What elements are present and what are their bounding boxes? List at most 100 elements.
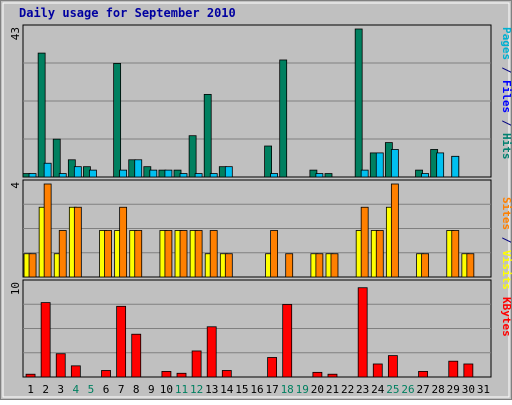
panel-top-bar-files-4 [73, 166, 82, 178]
panel-bot-legend-item-0: KBytes [500, 297, 512, 337]
panel-bot-bar-kbytes-11 [176, 372, 187, 378]
panel-top-bar-files-9 [149, 169, 158, 178]
panel-mid-legend-item-1: / [500, 230, 512, 250]
panel-bot-bar-kbytes-18 [282, 304, 293, 378]
panel-top-bar-files-5 [89, 169, 97, 178]
panel-top-legend-item-2: Files [500, 80, 512, 113]
panel-mid-bar-sites-25 [390, 183, 399, 278]
x-tick-label-25: 25 [386, 383, 399, 396]
panel-top-bar-files-24 [375, 152, 384, 178]
panel-bot-bar-kbytes-25 [387, 355, 398, 378]
panel-top-bar-hits-18 [279, 59, 288, 178]
panel-bot: 10 KBytes [9, 279, 512, 378]
panel-mid-bar-sites-11 [179, 230, 188, 278]
panel-top-bar-hits-3 [52, 138, 61, 178]
panel-mid-bar-sites-18 [285, 253, 294, 278]
panel-bot-bar-kbytes-1 [25, 373, 36, 378]
panel-mid-bar-sites-10 [164, 230, 173, 278]
panel-top-legend-item-1: / [500, 60, 512, 80]
panel-top-bar-files-1 [28, 173, 37, 178]
chart-frame-inner [2, 2, 510, 398]
panel-top-bar-files-17 [270, 173, 278, 178]
x-tick-label-10: 10 [160, 383, 173, 396]
panel-top-legend: Pages / Files / Hits [500, 27, 512, 160]
panel-top-bar-hits-2 [37, 52, 46, 178]
panel-mid: 4 Sites / Visits [9, 179, 512, 290]
panel-top-bar-files-10 [164, 169, 173, 178]
x-tick-label-9: 9 [148, 383, 155, 396]
panel-bot-bar-kbytes-29 [448, 360, 459, 378]
panel-bot-bar-kbytes-3 [55, 353, 66, 378]
x-tick-label-26: 26 [401, 383, 414, 396]
panel-top-bar-files-7 [119, 169, 128, 178]
x-tick-label-20: 20 [311, 383, 324, 396]
x-tick-label-18: 18 [281, 383, 294, 396]
panel-top-bar-files-12 [194, 173, 203, 178]
panel-mid-bar-sites-3 [58, 230, 67, 278]
x-tick-label-21: 21 [326, 383, 339, 396]
panel-top-bar-files-28 [436, 152, 445, 178]
x-tick-label-6: 6 [103, 383, 110, 396]
panel-top-bar-files-13 [209, 173, 218, 178]
panel-mid-bar-sites-2 [43, 183, 52, 278]
x-tick-label-3: 3 [57, 383, 64, 396]
panel-mid-bar-sites-4 [73, 206, 82, 278]
panel-mid-bar-sites-12 [194, 230, 203, 278]
panel-top-bar-files-20 [315, 173, 324, 178]
panel-mid-legend: Sites / Visits [500, 197, 512, 290]
panel-top-bar-files-3 [58, 173, 67, 178]
panel-bot-bar-kbytes-27 [418, 371, 428, 378]
panel-mid-bar-sites-17 [270, 230, 278, 278]
panel-bot-bar-kbytes-10 [161, 371, 172, 378]
panel-bot-ymax-label: 10 [9, 282, 22, 295]
chart-title: Daily usage for September 2010 [19, 6, 236, 20]
panel-mid-bar-sites-24 [375, 230, 384, 278]
panel-top-bar-hits-23 [354, 28, 363, 178]
x-tick-label-13: 13 [205, 383, 218, 396]
x-tick-label-28: 28 [432, 383, 445, 396]
panel-top-bar-files-14 [224, 166, 233, 178]
x-tick-label-5: 5 [88, 383, 95, 396]
panel-bot-bar-kbytes-21 [327, 373, 338, 378]
x-tick-label-2: 2 [42, 383, 49, 396]
x-tick-label-14: 14 [220, 383, 234, 396]
panel-bot-legend: KBytes [500, 297, 512, 337]
x-tick-label-1: 1 [27, 383, 34, 396]
panel-mid-bar-sites-1 [28, 253, 37, 278]
x-tick-label-19: 19 [296, 383, 309, 396]
panel-mid-bar-sites-6 [104, 230, 112, 278]
panel-bot-bar-kbytes-17 [267, 357, 277, 378]
panel-top-bar-hits-17 [264, 145, 272, 178]
panel-mid-bar-sites-23 [360, 206, 369, 278]
panel-top-bar-hits-13 [203, 93, 212, 178]
panel-bot-bar-kbytes-12 [191, 350, 202, 378]
x-tick-label-22: 22 [341, 383, 354, 396]
panel-mid-bar-sites-20 [315, 253, 324, 278]
panel-mid-bar-sites-30 [466, 253, 475, 278]
panel-top: 43 Pages / Files / Hits [9, 24, 512, 178]
panel-top-bar-files-27 [421, 173, 429, 178]
x-tick-label-23: 23 [356, 383, 369, 396]
x-tick-label-15: 15 [235, 383, 248, 396]
panel-mid-bar-sites-27 [421, 253, 429, 278]
x-tick-label-17: 17 [265, 383, 278, 396]
x-tick-label-31: 31 [477, 383, 490, 396]
panel-mid-bar-sites-21 [330, 253, 339, 278]
panel-top-ymax-label: 43 [9, 27, 22, 40]
x-tick-label-12: 12 [190, 383, 203, 396]
panel-top-legend-item-4: Hits [500, 133, 512, 160]
x-tick-label-29: 29 [447, 383, 460, 396]
x-tick-label-30: 30 [462, 383, 475, 396]
panel-bot-bar-kbytes-7 [116, 305, 127, 378]
panel-mid-ymax-label: 4 [9, 182, 22, 189]
x-tick-label-27: 27 [416, 383, 429, 396]
panel-top-bar-hits-12 [188, 135, 197, 178]
x-tick-label-11: 11 [175, 383, 188, 396]
panel-mid-bar-sites-13 [209, 230, 218, 278]
panel-top-bar-files-2 [43, 162, 52, 178]
x-tick-label-16: 16 [250, 383, 263, 396]
x-axis-labels: 1 2 3 4 5 6 7 8 9 10 11 12 13 14 15 16 17 18 19 20 21 22 23 24 2… [27, 383, 490, 396]
x-tick-label-8: 8 [133, 383, 140, 396]
